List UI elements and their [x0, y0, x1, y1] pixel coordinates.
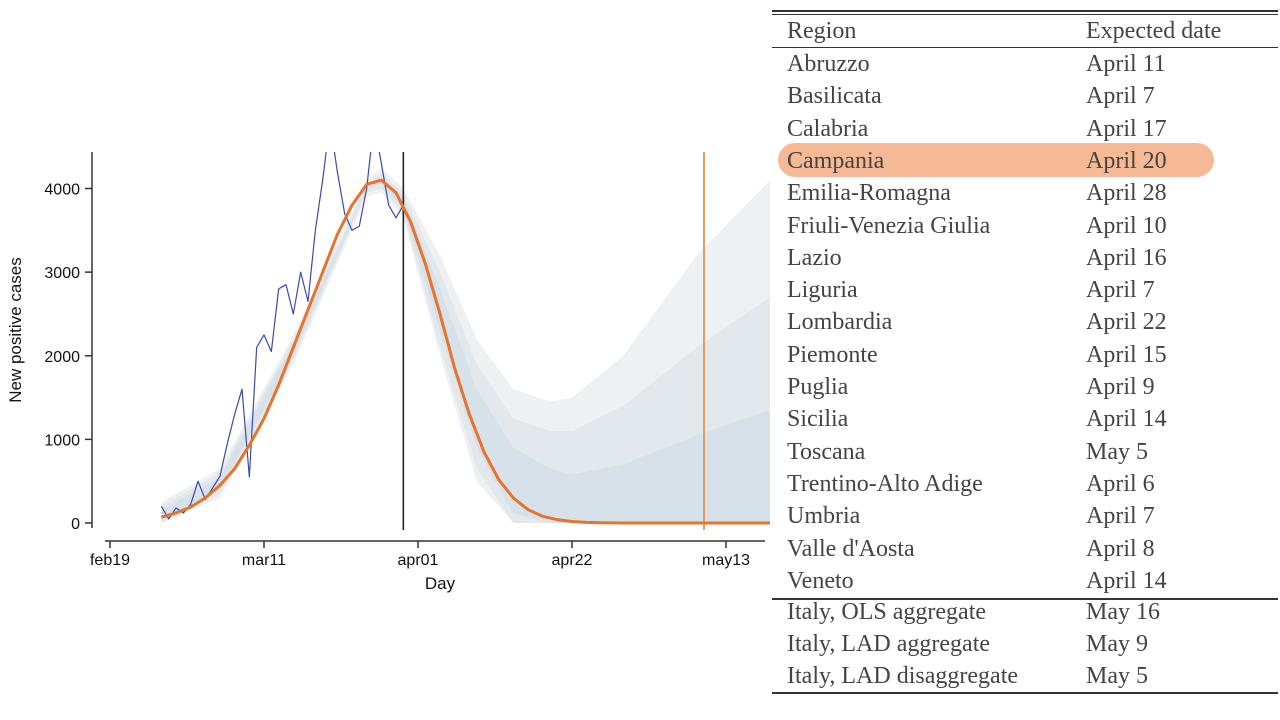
aggregate-row: Italy, LAD aggregate May 9 — [772, 628, 1278, 660]
aggregate-rule — [772, 598, 1278, 600]
date-cell: Expected date — [1086, 18, 1222, 44]
aggregate-row: Italy, OLS aggregate May 16 — [772, 596, 1278, 628]
x-tick-label: mar11 — [242, 552, 286, 569]
row-highlight — [778, 142, 1214, 177]
region-cell: Emilia-Romagna — [787, 180, 951, 207]
y-tick-label: 1000 — [44, 432, 80, 449]
region-cell: Sicilia — [787, 406, 849, 433]
region-cell: Toscana — [787, 438, 866, 465]
y-tick-label: 3000 — [44, 265, 80, 282]
region-cell: Campania — [787, 147, 885, 174]
region-cell: Italy, LAD aggregate — [787, 631, 991, 657]
observed-series-line — [160, 152, 404, 520]
y-tick-label: 0 — [71, 516, 80, 533]
region-cell: Puglia — [787, 374, 849, 400]
header-rule — [772, 47, 1278, 48]
fitted-series-line — [160, 178, 770, 525]
date-cell: May 5 — [1086, 438, 1148, 465]
region-cell: Umbria — [787, 503, 861, 530]
table-row: Basilicata April 7 — [772, 80, 1278, 112]
x-ticks: feb19 mar11 apr01 apr22 may13 — [90, 541, 750, 569]
date-cell: April 7 — [1086, 503, 1155, 530]
axes — [91, 152, 765, 542]
region-cell: Italy, LAD disaggregate — [787, 663, 1019, 689]
region-cell: Trentino-Alto Adige — [787, 470, 983, 497]
date-cell: April 9 — [1086, 374, 1155, 400]
expected-date-table: Region Expected date Abruzzo April 11 Basili… — [772, 10, 1278, 700]
table-row: Calabria April 17 — [772, 113, 1278, 145]
date-cell: April 14 — [1086, 567, 1167, 594]
date-cell: April 28 — [1086, 180, 1167, 207]
top-rule-thin — [772, 14, 1278, 15]
table-row: Umbria April 7 — [772, 500, 1278, 532]
table-row: Valle d'Aosta April 8 — [772, 533, 1278, 565]
table-row: Trentino-Alto Adige April 6 — [772, 468, 1278, 500]
x-tick-label: apr01 — [398, 552, 439, 569]
table-row: Veneto April 14 — [772, 565, 1278, 597]
date-cell: April 14 — [1086, 406, 1167, 433]
region-cell: Region — [787, 18, 857, 44]
y-tick-label: 2000 — [44, 349, 80, 366]
date-cell: May 9 — [1086, 631, 1148, 657]
confidence-band-2 — [161, 173, 770, 523]
table-row: Puglia April 9 — [772, 371, 1278, 403]
series-lines — [160, 152, 770, 525]
date-cell: April 6 — [1086, 470, 1155, 497]
y-tick-label: 4000 — [44, 182, 80, 199]
date-cell: May 5 — [1086, 663, 1148, 689]
region-cell: Abruzzo — [787, 51, 870, 77]
y-axis-label: New positive cases — [6, 257, 25, 403]
region-cell: Liguria — [787, 277, 858, 304]
date-cell: April 10 — [1086, 212, 1167, 239]
aggregate-row: Italy, LAD disaggregate May 5 — [772, 660, 1278, 692]
region-cell: Italy, OLS aggregate — [787, 599, 987, 625]
date-cell: April 22 — [1086, 309, 1167, 336]
date-cell: April 15 — [1086, 341, 1167, 368]
reference-lines — [402, 152, 705, 530]
date-cell: April 16 — [1086, 244, 1167, 271]
date-cell: April 7 — [1086, 277, 1155, 304]
x-tick-label: feb19 — [90, 552, 130, 569]
new-cases-chart: 0 1000 2000 3000 4000 feb19 mar11 apr01 apr22 ma… — [6, 152, 770, 593]
table-row: Lazio April 16 — [772, 242, 1278, 274]
table-row: Friuli-Venezia Giulia April 10 — [772, 210, 1278, 242]
date-cell: April 11 — [1086, 51, 1166, 77]
date-cell: May 16 — [1086, 599, 1160, 625]
table-header: Region Expected date — [772, 15, 1278, 47]
region-cell: Lazio — [787, 244, 842, 271]
x-tick-label: apr22 — [552, 552, 593, 569]
y-ticks: 0 1000 2000 3000 4000 — [44, 182, 92, 533]
date-cell: April 17 — [1086, 115, 1167, 142]
date-cell: April 8 — [1086, 535, 1155, 562]
region-cell: Basilicata — [787, 83, 882, 110]
x-tick-label: may13 — [702, 552, 750, 569]
region-cell: Veneto — [787, 567, 854, 594]
region-cell: Friuli-Venezia Giulia — [787, 212, 991, 239]
table-row: Lombardia April 22 — [772, 306, 1278, 338]
table-row: Piemonte April 15 — [772, 339, 1278, 371]
region-cell: Piemonte — [787, 341, 878, 368]
table-row: Sicilia April 14 — [772, 403, 1278, 435]
table-row: Campania April 20 — [772, 142, 1278, 177]
confidence-bands — [161, 167, 770, 523]
region-cell: Calabria — [787, 115, 869, 142]
region-cell: Lombardia — [787, 309, 893, 336]
table-row: Toscana May 5 — [772, 436, 1278, 468]
date-cell: April 20 — [1086, 147, 1167, 174]
table-row: Abruzzo April 11 — [772, 48, 1278, 80]
date-cell: April 7 — [1086, 83, 1155, 110]
region-cell: Valle d'Aosta — [787, 535, 915, 562]
table-row: Emilia-Romagna April 28 — [772, 177, 1278, 209]
bottom-rule — [772, 692, 1278, 694]
x-axis-label: Day — [425, 574, 456, 593]
confidence-band-3 — [161, 178, 770, 523]
table-row: Liguria April 7 — [772, 274, 1278, 306]
top-rule — [772, 10, 1278, 12]
